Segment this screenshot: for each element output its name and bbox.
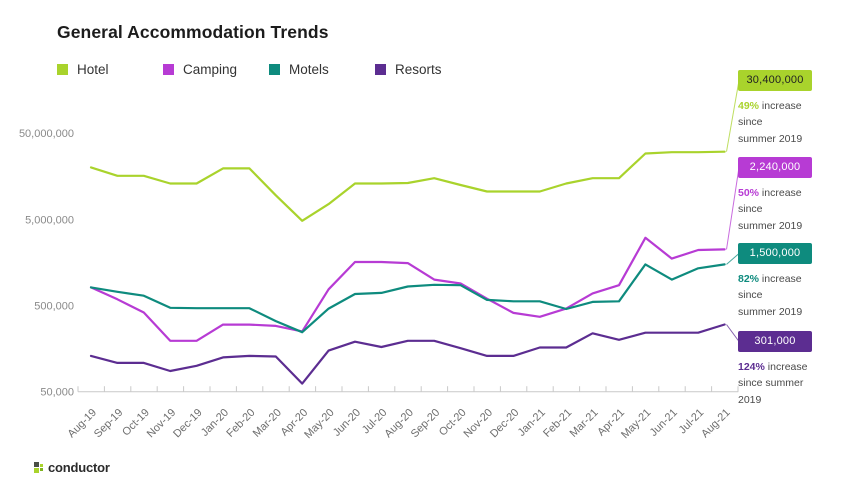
callout-caption-line2: summer 2019 [738, 132, 803, 145]
callout-caption-line2: summer 2019 [738, 305, 803, 318]
callout-percent: 49% [738, 100, 760, 112]
series-line-camping [89, 236, 726, 342]
callout-caption-rest: increase since [738, 273, 802, 302]
legend-label: Camping [183, 62, 238, 77]
callout-connector-motels [726, 253, 740, 265]
callout-resorts: 301,000 124% increase since summer 2019 [738, 331, 824, 408]
x-axis-label: Sep-20 [409, 407, 443, 441]
y-axis-label: 5,000,000 [25, 214, 74, 226]
callout-percent: 82% [738, 273, 760, 285]
x-axis-label: Jun-20 [331, 407, 363, 439]
callout-motels: 1,500,000 82% increase since summer 2019 [738, 243, 824, 320]
x-axis-label: Mar-20 [251, 407, 284, 440]
legend-swatch-icon [375, 64, 386, 75]
footer-logo-text: conductor [48, 460, 110, 475]
x-axis-label: Feb-20 [224, 407, 257, 440]
callout-caption: 124% increase since summer 2019 [738, 359, 824, 408]
y-axis-label: 50,000,000 [19, 128, 74, 140]
callout-caption-line2: since summer 2019 [738, 377, 804, 406]
callout-caption: 49% increase since summer 2019 [738, 98, 824, 147]
legend: Hotel Camping Motels Resorts [57, 62, 481, 77]
series-line-motels [89, 263, 726, 334]
legend-item-motels: Motels [269, 62, 375, 77]
callout-value: 301,000 [738, 331, 812, 352]
callout-value: 1,500,000 [738, 243, 812, 264]
callout-percent: 50% [738, 187, 760, 199]
callout-percent: 124% [738, 361, 765, 373]
x-axis-label: Aug-21 [699, 407, 733, 441]
legend-swatch-icon [269, 64, 280, 75]
x-axis-label: Jun-21 [648, 407, 680, 439]
callout-value: 30,400,000 [738, 70, 812, 91]
x-axis-label: Dec-20 [488, 407, 522, 441]
legend-swatch-icon [57, 64, 68, 75]
callout-caption-rest: increase since [738, 100, 802, 129]
y-axis-label: 50,000 [40, 387, 74, 399]
legend-label: Motels [289, 62, 329, 77]
legend-label: Hotel [77, 62, 109, 77]
callout-camping: 2,240,000 50% increase since summer 2019 [738, 157, 824, 234]
legend-item-resorts: Resorts [375, 62, 481, 77]
conductor-logo-icon [34, 462, 43, 473]
callout-caption-rest: increase [764, 361, 808, 373]
callout-connector-hotel [726, 80, 740, 152]
x-axis-label: May-21 [619, 407, 653, 441]
legend-item-camping: Camping [163, 62, 269, 77]
callout-caption-line2: summer 2019 [738, 219, 803, 232]
callout-connector-resorts [726, 324, 740, 342]
series-line-resorts [89, 323, 726, 385]
x-axis-label: Dec-19 [171, 407, 205, 441]
footer-logo: conductor [33, 460, 110, 475]
legend-swatch-icon [163, 64, 174, 75]
callout-value: 2,240,000 [738, 157, 812, 178]
callout-caption-rest: increase since [738, 187, 802, 216]
x-axis-label: Mar-21 [568, 407, 601, 440]
callout-caption: 82% increase since summer 2019 [738, 271, 824, 320]
series-line-hotel [89, 150, 726, 222]
x-axis-label: Feb-21 [541, 407, 574, 440]
legend-label: Resorts [395, 62, 442, 77]
callout-connector-camping [726, 167, 740, 250]
page-title: General Accommodation Trends [57, 22, 329, 42]
legend-item-hotel: Hotel [57, 62, 163, 77]
x-axis-label: May-20 [302, 407, 336, 441]
callout-hotel: 30,400,000 49% increase since summer 2019 [738, 70, 824, 147]
callout-caption: 50% increase since summer 2019 [738, 185, 824, 234]
y-axis-label: 500,000 [34, 301, 74, 313]
x-axis-label: Sep-19 [92, 407, 126, 441]
